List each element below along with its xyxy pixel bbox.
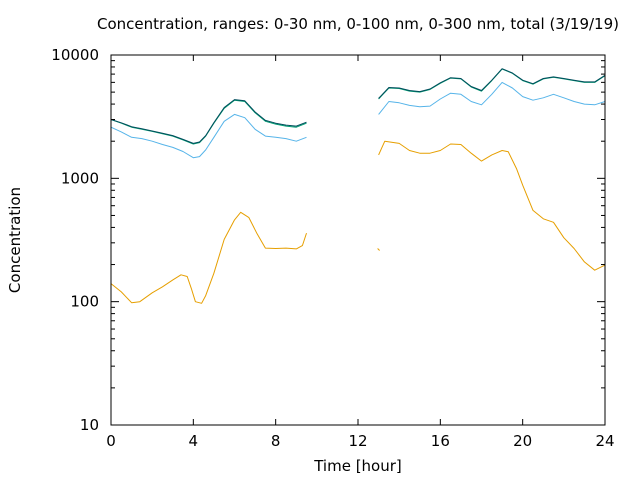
series-line-1 [110, 211, 307, 304]
x-tick-label: 4 [189, 432, 199, 450]
x-tick-label: 12 [348, 432, 367, 450]
y-tick-label: 10 [80, 416, 99, 434]
x-axis: 0 4 8 12 16 20 24 [106, 55, 615, 450]
y-axis: 10 100 1000 10000 [51, 46, 605, 434]
x-tick-label: 0 [106, 432, 116, 450]
y-tick-label: 1000 [61, 169, 99, 187]
plot-area [110, 68, 606, 304]
x-tick-label: 8 [271, 432, 281, 450]
series-line-4 [378, 68, 606, 99]
y-axis-label: Concentration [6, 187, 24, 293]
series-line-1 [377, 248, 380, 251]
x-tick-label: 24 [595, 432, 614, 450]
y-tick-label: 10000 [51, 46, 99, 64]
x-axis-label: Time [hour] [313, 457, 402, 475]
x-tick-label: 20 [513, 432, 532, 450]
x-tick-label: 16 [431, 432, 450, 450]
y-tick-label: 100 [70, 293, 99, 311]
series-line-1 [378, 140, 606, 271]
series-line-4 [110, 99, 307, 144]
series-line-2 [110, 113, 307, 159]
plot-frame [110, 54, 606, 426]
chart-title: Concentration, ranges: 0-30 nm, 0-100 nm… [97, 15, 619, 33]
series-line-2 [378, 81, 606, 115]
